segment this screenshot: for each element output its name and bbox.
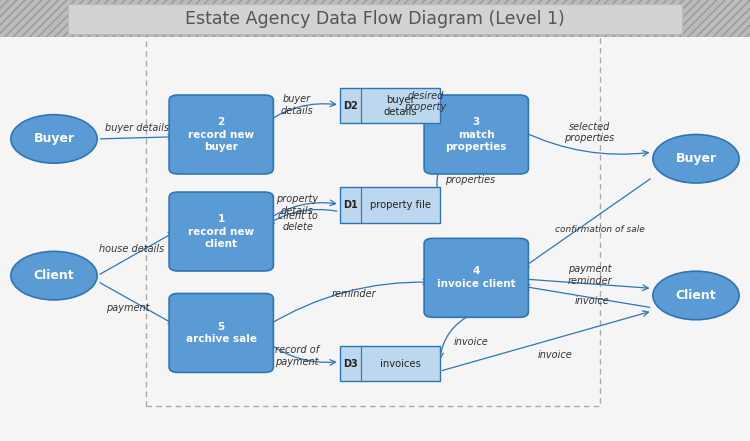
FancyBboxPatch shape — [169, 294, 273, 372]
Text: 3
match
properties: 3 match properties — [446, 117, 507, 152]
Text: buyer
details: buyer details — [383, 95, 417, 116]
Text: Client: Client — [676, 289, 716, 302]
Text: D2: D2 — [343, 101, 358, 111]
Text: invoice: invoice — [575, 296, 610, 306]
Text: reminder: reminder — [332, 289, 376, 299]
Text: invoice: invoice — [454, 337, 488, 347]
Text: 1
record new
client: 1 record new client — [188, 214, 254, 249]
Ellipse shape — [652, 135, 739, 183]
Text: Estate Agency Data Flow Diagram (Level 1): Estate Agency Data Flow Diagram (Level 1… — [185, 11, 565, 28]
FancyBboxPatch shape — [340, 187, 439, 223]
Text: selected
properties: selected properties — [564, 122, 615, 143]
Text: desired
property: desired property — [404, 91, 446, 112]
FancyBboxPatch shape — [169, 95, 273, 174]
Text: payment: payment — [106, 303, 149, 313]
Text: Buyer: Buyer — [676, 152, 716, 165]
FancyBboxPatch shape — [340, 346, 439, 381]
FancyBboxPatch shape — [0, 0, 750, 37]
Text: invoices: invoices — [380, 359, 421, 369]
Text: 5
archive sale: 5 archive sale — [186, 321, 256, 344]
Text: properties: properties — [446, 175, 495, 185]
Text: D1: D1 — [343, 200, 358, 210]
Text: Client: Client — [34, 269, 74, 282]
Text: 4
invoice client: 4 invoice client — [437, 266, 515, 289]
Text: house details: house details — [99, 244, 164, 254]
Text: buyer details: buyer details — [105, 123, 170, 133]
Text: invoice: invoice — [538, 350, 572, 360]
Text: buyer
details: buyer details — [280, 94, 314, 116]
Text: 2
record new
buyer: 2 record new buyer — [188, 117, 254, 152]
FancyBboxPatch shape — [340, 88, 439, 123]
Ellipse shape — [10, 115, 98, 163]
FancyBboxPatch shape — [169, 192, 273, 271]
Text: payment
reminder: payment reminder — [567, 265, 612, 286]
FancyBboxPatch shape — [424, 95, 528, 174]
FancyBboxPatch shape — [424, 238, 528, 318]
FancyBboxPatch shape — [0, 0, 750, 37]
Text: Buyer: Buyer — [34, 132, 74, 146]
Text: record of
payment: record of payment — [275, 345, 319, 366]
Ellipse shape — [652, 271, 739, 320]
Text: confirmation of sale: confirmation of sale — [555, 225, 645, 234]
Text: property
details: property details — [276, 194, 318, 216]
Text: D3: D3 — [343, 359, 358, 369]
Text: property file: property file — [370, 200, 430, 210]
FancyBboxPatch shape — [68, 4, 682, 34]
Text: client to
delete: client to delete — [278, 211, 318, 232]
Ellipse shape — [10, 251, 98, 300]
